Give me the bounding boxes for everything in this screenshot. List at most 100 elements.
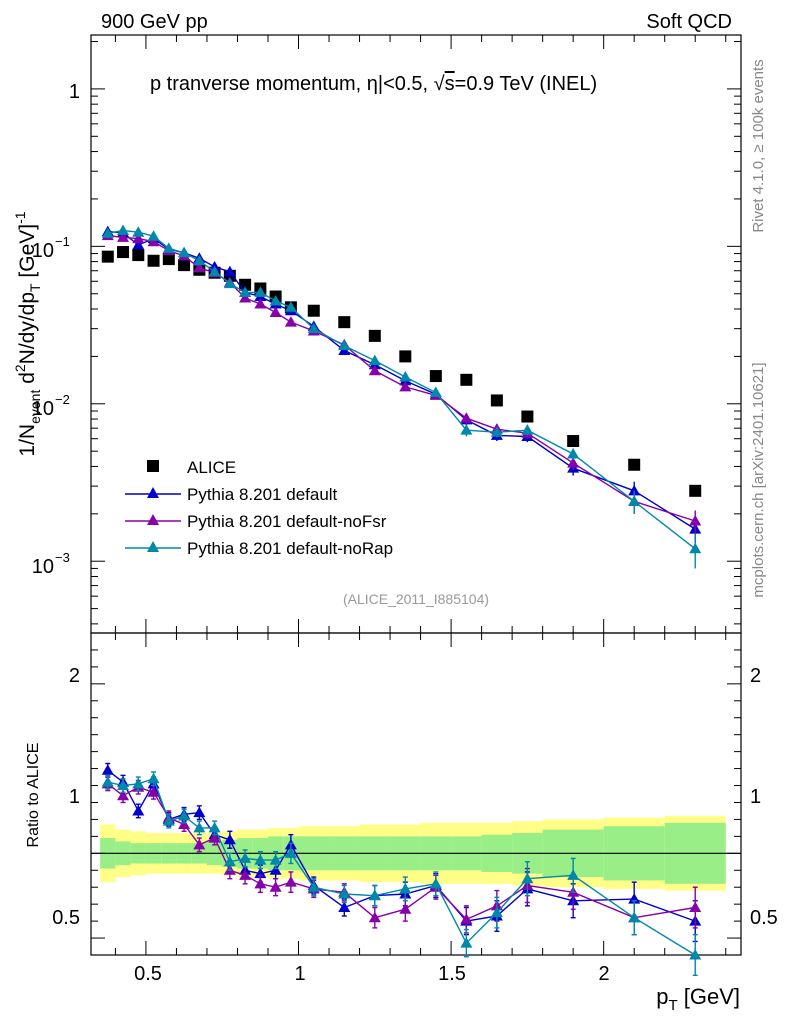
ratio-point-pythia-8-201-default (132, 804, 145, 816)
ratio-point-pythia-8-201-default-nofsr (284, 876, 297, 887)
ylabel-t-sub: T (27, 283, 43, 292)
title-prefix: p tranverse momentum, (150, 73, 367, 95)
data-point-alice (338, 316, 351, 329)
data-point-alice (147, 254, 160, 267)
ratio-point-pythia-8-201-default-norap (239, 852, 252, 863)
ratio-point-pythia-8-201-default-nofsr (368, 911, 381, 923)
ratio-point-pythia-8-201-default-norap (490, 906, 503, 918)
data-point-alice (460, 373, 473, 386)
data-point-pythia-8-201-default-nofsr (254, 298, 267, 309)
data-point-pythia-8-201-default-norap (567, 447, 580, 459)
legend-label-nofsr: Pythia 8.201 default-noFsr (187, 512, 387, 531)
title-energy: =0.9 TeV (INEL) (455, 73, 597, 95)
data-point-pythia-8-201-default-norap (368, 354, 381, 366)
data-point-pythia-8-201-default-nofsr (269, 306, 282, 318)
data-point-pythia-8-201-default-norap (254, 286, 267, 297)
data-point-pythia-8-201-default-norap (284, 301, 297, 312)
series-line-pythia-8-201-default-norap (107, 229, 696, 550)
data-point-alice (399, 350, 412, 363)
ratio-point-pythia-8-201-default-nofsr (208, 832, 221, 843)
ylabel-prefix: 1/N (16, 424, 39, 457)
data-point-alice (429, 370, 442, 383)
ratio-axis-ticks (91, 632, 741, 956)
data-point-pythia-8-201-default-nofsr (132, 232, 145, 244)
xtick-label-1.5: 1.5 (438, 963, 466, 985)
ratio-point-pythia-8-201-default (101, 764, 114, 775)
data-point-alice (117, 246, 130, 259)
data-point-pythia-8-201-default-norap (307, 322, 320, 334)
data-point-pythia-8-201-default-norap (521, 424, 534, 435)
ratio-point-pythia-8-201-default (193, 806, 206, 818)
ratio-point-pythia-8-201-default-nofsr (269, 881, 282, 892)
data-point-alice (307, 304, 320, 317)
ratio-point-pythia-8-201-default-norap (208, 821, 221, 833)
ratio-point-pythia-8-201-default (269, 864, 282, 875)
ratio-point-pythia-8-201-default (338, 901, 351, 913)
ratio-y-axis-title: Ratio to ALICE (25, 743, 42, 848)
legend-label-default: Pythia 8.201 default (187, 485, 338, 504)
main-y-tick-labels: 1 10 −1 10 −2 10 −3 (32, 81, 80, 578)
data-point-pythia-8-201-default-nofsr (567, 457, 580, 468)
xtick-label-0.5: 0.5 (134, 963, 162, 985)
legend-label-norap: Pythia 8.201 default-noRap (187, 539, 393, 558)
legend-marker-nofsr (147, 514, 159, 525)
data-point-alice (162, 253, 175, 266)
main-ytick-exp: −3 (55, 550, 70, 565)
header-right: Soft QCD (646, 11, 732, 33)
ratio-point-pythia-8-201-default-nofsr (460, 913, 473, 924)
ratio-ytick-label-2: 2 (69, 665, 80, 687)
data-point-pythia-8-201-default-nofsr (284, 316, 297, 327)
main-ytick-base: 10 (32, 556, 54, 578)
data-point-alice (132, 249, 145, 262)
main-ytick-label-0.001: 10 −3 (32, 550, 70, 578)
data-point-pythia-8-201-default-nofsr (193, 261, 206, 273)
ratio-point-pythia-8-201-default (254, 867, 267, 879)
ratio-point-pythia-8-201-default-norap (399, 882, 412, 894)
ratio-point-pythia-8-201-default (223, 833, 236, 845)
ratio-point-pythia-8-201-default-nofsr (147, 786, 160, 797)
data-point-pythia-8-201-default-norap (429, 386, 442, 397)
ratio-point-pythia-8-201-default-norap (269, 854, 282, 865)
title-eta: η (367, 73, 378, 95)
ratio-point-pythia-8-201-default-nofsr (193, 838, 206, 850)
data-point-pythia-8-201-default-nofsr (147, 235, 160, 247)
legend-marker-norap (147, 541, 159, 552)
ylabel-middle: N/dy/dp (16, 292, 39, 364)
ratio-point-pythia-8-201-default-norap (338, 887, 351, 899)
ratio-point-pythia-8-201-default-nofsr (239, 869, 252, 880)
ratio-point-pythia-8-201-default-norap (178, 810, 191, 821)
mcplots-label: mcplots.cern.ch [arXiv:2401.10621] (750, 362, 767, 597)
data-point-pythia-8-201-default-norap (132, 226, 145, 237)
ratio-y-tick-labels: 2 1 0.5 2 1 0.5 (52, 665, 778, 929)
ratio-panel-frame (90, 632, 742, 956)
data-point-pythia-8-201-default-nofsr (117, 231, 130, 242)
ratio-point-pythia-8-201-default-norap (117, 779, 130, 791)
main-ytick-label-0.01: 10 −2 (32, 392, 70, 420)
ratio-point-pythia-8-201-default-nofsr (689, 901, 702, 913)
ratio-point-pythia-8-201-default-nofsr (399, 903, 412, 914)
ylabel-unit-exp: -1 (12, 211, 28, 224)
main-data-marks (101, 224, 702, 569)
data-point-pythia-8-201-default-norap (178, 246, 191, 258)
ratio-point-pythia-8-201-default-norap (689, 949, 702, 960)
ratio-point-pythia-8-201-default-norap (284, 847, 297, 858)
main-ytick-base: 10 (32, 240, 54, 262)
ratio-point-pythia-8-201-default-nofsr (254, 877, 267, 889)
ratio-point-pythia-8-201-default-norap (101, 776, 114, 787)
xlabel-t-sub: T (668, 997, 677, 1014)
data-point-pythia-8-201-default-norap (162, 242, 175, 253)
ratio-line-pythia-8-201-default-norap (107, 777, 696, 956)
analysis-watermark: (ALICE_2011_I885104) (343, 591, 489, 607)
xtick-label-2: 2 (598, 963, 609, 985)
data-point-pythia-8-201-default-norap (460, 424, 473, 435)
data-point-alice (567, 435, 580, 448)
ratio-point-pythia-8-201-default-norap (162, 815, 175, 826)
data-point-alice (368, 329, 381, 342)
ratio-point-pythia-8-201-default-norap (368, 889, 381, 901)
ratio-ytick-label-0.5-right: 0.5 (750, 907, 778, 929)
data-point-alice (521, 410, 534, 423)
data-point-pythia-8-201-default-nofsr (689, 515, 702, 526)
legend: ALICE Pythia 8.201 default Pythia 8.201 … (125, 458, 393, 558)
data-point-alice (689, 484, 702, 497)
main-title: p tranverse momentum, η|<0.5, √s=0.9 TeV… (150, 73, 597, 95)
